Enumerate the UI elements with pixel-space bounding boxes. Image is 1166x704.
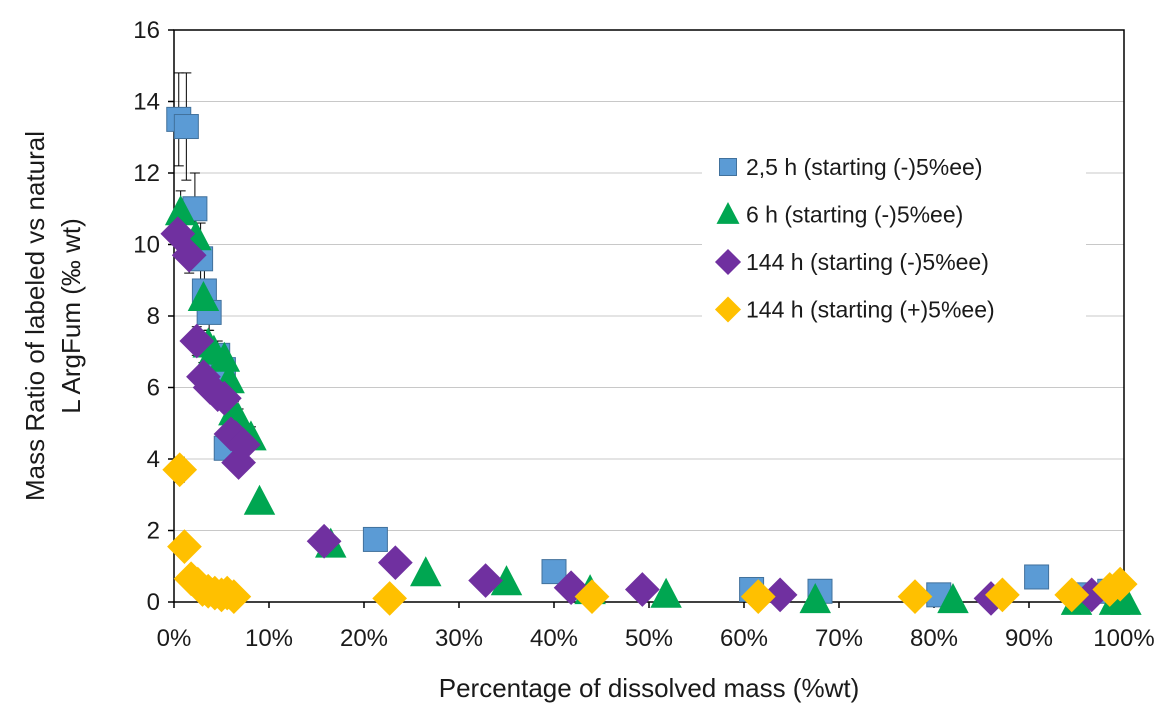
x-tick-label: 90% [1005,625,1053,652]
series-4 [162,452,1138,616]
y-tick-label: 8 [147,303,160,330]
data-point [714,296,742,323]
data-point [1110,584,1142,615]
legend-label: 144 h (starting (-)5%ee) [746,249,989,275]
x-tick-label: 80% [910,625,958,652]
data-point [799,583,831,614]
legend-item: 144 h (starting (+)5%ee) [714,296,995,323]
data-point [897,579,933,614]
data-point [468,563,503,598]
x-axis: 0% 10% 20% 30% 40% 50% 60% 70% 80% 90% 100% [157,602,1155,652]
data-point [985,577,1020,613]
data-point [410,556,442,587]
data-point [719,158,737,176]
data-point [1102,566,1138,602]
data-point [650,577,682,608]
data-point [221,445,256,480]
x-tick-label: 100% [1093,625,1154,652]
data-point [362,526,388,552]
data-point [1024,564,1050,590]
x-tick-label: 0% [157,625,192,652]
x-tick-label: 10% [245,625,293,652]
y-tick-label: 0 [147,589,160,616]
y-tick-label: 6 [147,375,160,402]
data-point [208,341,241,372]
series-2 [164,195,1142,615]
y-axis-title: Mass Ratio of labeled vs natural L ArgFum… [20,131,86,501]
data-point [162,452,198,488]
x-axis-title: Percentage of dissolved mass (%wt) [439,673,860,703]
error-bars [172,72,559,578]
y-tick-label: 12 [133,160,160,187]
y-axis-title-line-2: L ArgFum (‰ wt) [56,218,86,414]
data-point [179,323,215,359]
x-tick-label: 40% [530,625,578,652]
data-point [306,523,342,559]
data-point [186,359,221,395]
legend: 2,5 h (starting (-)5%ee) 6 h (starting (-… [702,140,1086,326]
data-point [225,427,261,463]
legend-item: 2,5 h (starting (-)5%ee) [719,154,982,180]
gridlines [174,101,1124,531]
x-tick-label: 30% [435,625,483,652]
data-point [216,579,252,614]
data-point [490,565,523,596]
data-point [624,572,660,607]
data-point [243,484,276,515]
data-point [1054,577,1090,613]
y-axis: 0 2 4 6 8 10 12 14 16 [133,17,174,616]
data-point [377,545,413,581]
data-point [762,577,798,613]
data-point [164,195,197,226]
y-tick-label: 10 [133,232,160,259]
data-point [740,579,776,614]
legend-item: 6 h (starting (-)5%ee) [716,201,963,228]
y-tick-label: 14 [133,89,160,116]
legend-label: 2,5 h (starting (-)5%ee) [746,154,982,180]
x-tick-label: 70% [815,625,863,652]
legend-label: 6 h (starting (-)5%ee) [746,202,963,228]
data-point [574,579,610,614]
legend-background [702,140,1086,326]
data-point [716,201,740,224]
data-point [206,380,242,416]
data-point [937,583,969,614]
data-point [372,581,408,616]
y-tick-label: 16 [133,17,160,44]
data-point [187,280,220,311]
series-3 [160,216,1110,616]
x-tick-label: 50% [625,625,673,652]
data-point [167,529,202,564]
y-axis-title-line-1: Mass Ratio of labeled vs natural [20,131,50,501]
y-tick-label: 4 [147,446,160,473]
data-point [553,570,589,606]
legend-item: 144 h (starting (-)5%ee) [714,248,989,276]
x-tick-label: 20% [340,625,388,652]
y-tick-label: 2 [147,518,160,545]
data-point [171,237,207,273]
data-point [173,114,199,140]
data-point [714,248,742,276]
legend-label: 144 h (starting (+)5%ee) [746,297,995,323]
x-tick-label: 60% [720,625,768,652]
